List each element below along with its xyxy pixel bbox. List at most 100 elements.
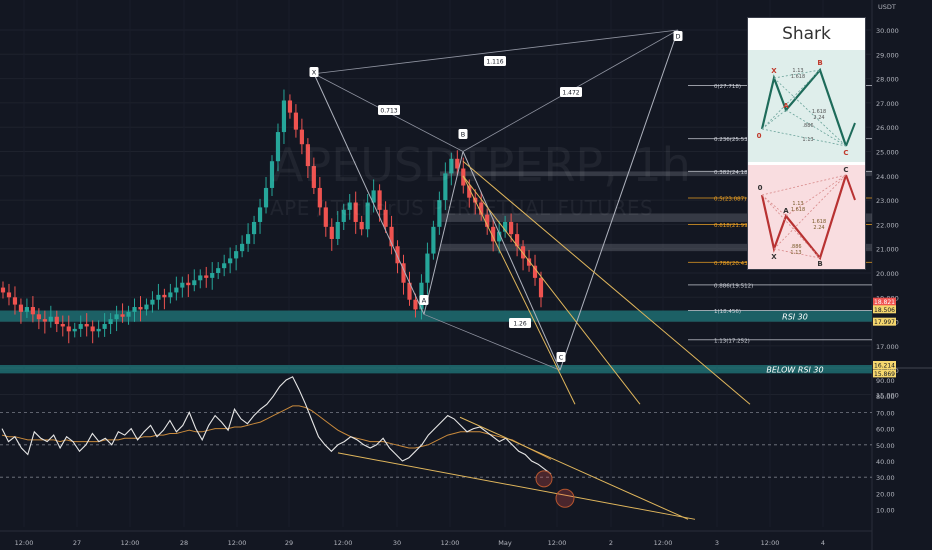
price-tag-label: 16.214	[874, 362, 895, 369]
shark-bullish-path	[760, 67, 848, 147]
rsi-tick-label: 10.00	[876, 507, 895, 515]
candle-body	[228, 258, 233, 264]
time-tick-label: 12:00	[228, 539, 247, 547]
pattern-ratio-line	[313, 29, 679, 75]
candle-body	[168, 292, 173, 298]
pattern-leg	[559, 29, 679, 371]
candle-body	[186, 282, 191, 286]
candle-body	[198, 275, 203, 281]
shark-bullish-ratio-line	[761, 109, 787, 130]
price-tag	[873, 297, 896, 306]
support-zone	[0, 364, 872, 374]
time-tick-label: 28	[180, 539, 188, 547]
price-tick-label: 28.000	[876, 76, 899, 84]
pattern-point-box	[419, 295, 429, 305]
candle-body	[96, 328, 101, 332]
shark-bearish-arrow	[845, 174, 856, 201]
candle-body	[60, 324, 65, 327]
time-tick-label: 12:00	[121, 539, 140, 547]
price-tick-label: 29.000	[876, 51, 899, 59]
candle-body	[6, 292, 12, 298]
shark-bullish-ratio-line	[761, 69, 821, 130]
shark-bearish-ratio-label: 1.618	[791, 207, 805, 213]
shark-diagram: XABC01.131.6181.6182.24.8861.130XABC1.13…	[757, 59, 856, 268]
candle-body	[126, 311, 131, 317]
price-tick-label: 24.000	[876, 173, 899, 181]
shark-bullish-arrow	[845, 122, 856, 147]
pattern-ratio-label: 1.116	[486, 59, 503, 66]
shark-bullish-point-label: X	[771, 67, 777, 75]
price-trendline	[462, 175, 641, 405]
price-tick-label: 27.000	[876, 100, 899, 108]
candle-body	[538, 277, 544, 298]
candle-body	[347, 202, 352, 210]
price-trendline	[462, 175, 576, 405]
candle-body	[114, 314, 119, 320]
candle-body	[455, 158, 460, 169]
price-tick-label: 25.000	[876, 149, 899, 157]
fib-band	[440, 171, 872, 176]
candle-body	[431, 226, 436, 254]
price-tag	[873, 305, 896, 314]
shark-bearish-ratio-label: 1.13	[790, 250, 801, 256]
price-tick-label: 22.000	[876, 221, 899, 229]
candle-body	[156, 294, 161, 300]
candle-body	[437, 200, 442, 227]
candle-body	[299, 129, 304, 145]
candle-body	[401, 263, 406, 283]
fib-level-label: 0.236(25.532)	[714, 137, 753, 143]
rsi-tick-label: 60.00	[876, 426, 895, 434]
candle-body	[365, 202, 370, 230]
candle-body	[54, 316, 59, 325]
zone-label: RSI 30	[782, 313, 808, 322]
candle-body	[120, 314, 125, 317]
pattern-leg	[462, 151, 561, 371]
candle-body	[377, 190, 382, 210]
price-tag	[873, 369, 896, 378]
candle-body	[485, 214, 490, 227]
shark-bullish-point-label: C	[843, 149, 848, 157]
price-tick-label: 17.000	[876, 343, 899, 351]
candle-body	[413, 299, 418, 310]
time-tick-label: 12:00	[654, 539, 673, 547]
time-tick-label: 2	[609, 539, 613, 547]
candle-body	[192, 280, 197, 286]
candle-body	[329, 226, 334, 239]
pattern-point-label: X	[312, 69, 317, 77]
shark-bullish-ratio-label: 1.13	[802, 137, 813, 143]
shark-bearish-ratio-label: 1.13	[792, 201, 803, 207]
pattern-point-box	[309, 67, 319, 77]
candle-body	[216, 268, 221, 273]
time-tick-label: 12:00	[334, 539, 353, 547]
shark-bullish-point-label: A	[783, 102, 789, 110]
candle-body	[353, 202, 358, 222]
candle-body	[18, 304, 24, 312]
pattern-point-label: B	[461, 131, 465, 139]
price-tick-label: 26.000	[876, 124, 899, 132]
candle-body	[383, 209, 388, 227]
candle-body	[138, 307, 143, 310]
price-trendline	[462, 160, 751, 405]
candle-body	[281, 100, 287, 133]
candle-body	[491, 226, 496, 242]
candle-body	[222, 263, 227, 269]
fib-level-label: 0.618(21.994)	[714, 223, 753, 229]
candle-body	[497, 231, 502, 242]
fib-level-label: 0(27.718)	[714, 84, 741, 90]
candle-body	[443, 173, 448, 201]
candle-body	[0, 287, 6, 293]
shark-bullish-point-label: B	[817, 59, 822, 67]
candle-body	[210, 273, 215, 278]
candle-body	[305, 144, 310, 167]
pattern-ratio-label: 1.26	[513, 321, 527, 328]
candle-body	[425, 253, 430, 283]
candle-body	[78, 324, 83, 329]
candle-body	[514, 234, 520, 247]
price-tick-label: 21.000	[876, 246, 899, 254]
shark-bullish-ratio-label: .886	[802, 123, 813, 129]
candle-body	[234, 251, 239, 259]
candle-body	[275, 132, 281, 162]
time-tick-label: 12:00	[15, 539, 34, 547]
fib-level-label: 1(18.456)	[714, 309, 741, 315]
